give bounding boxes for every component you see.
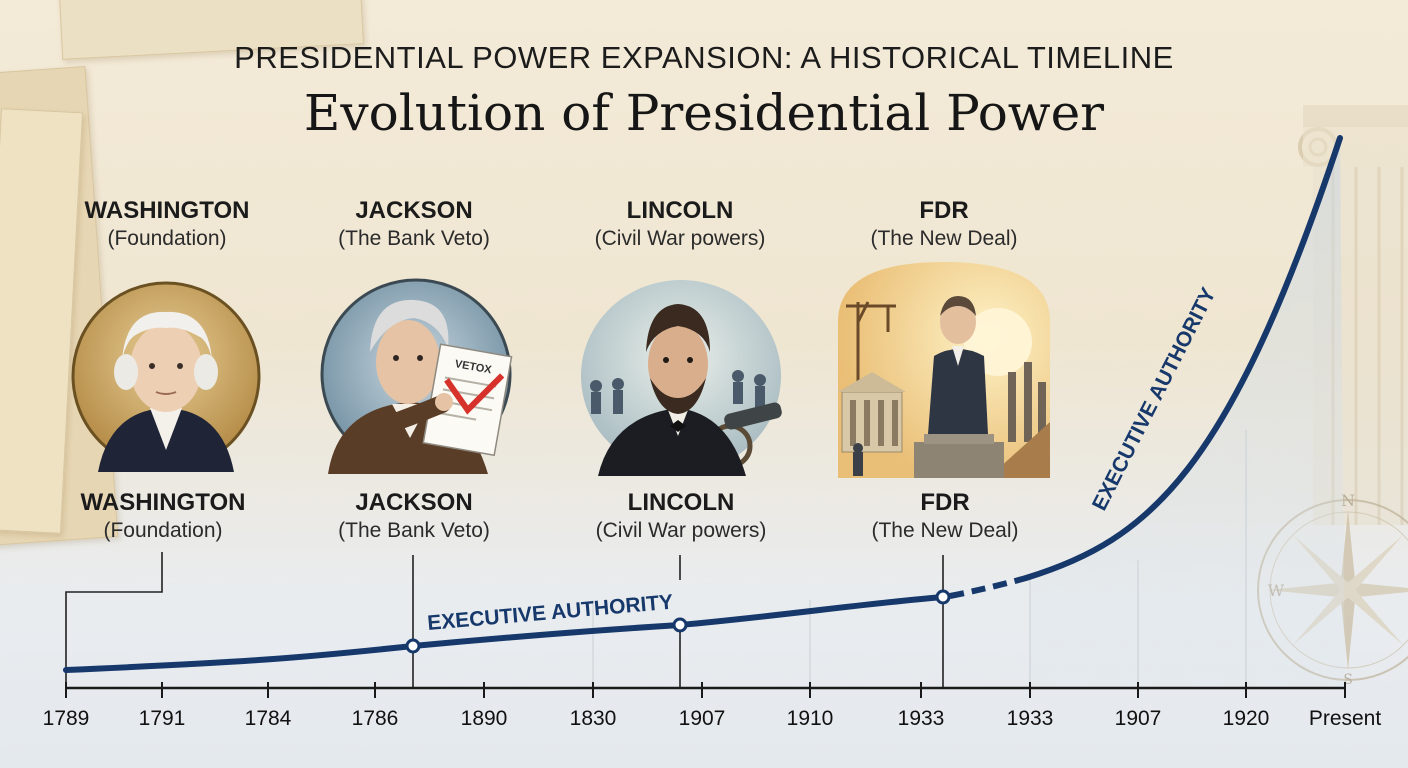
president-name: WASHINGTON bbox=[84, 197, 250, 224]
president-label-lower: FDR (The New Deal) bbox=[825, 488, 1065, 544]
gridlines bbox=[592, 430, 1247, 688]
tick-label: 1907 bbox=[1114, 707, 1162, 730]
tick-label: 1933 bbox=[897, 707, 945, 730]
president-subtitle: (The Bank Veto) bbox=[338, 519, 490, 542]
president-label-lower: WASHINGTON (Foundation) bbox=[43, 488, 283, 544]
compass-letter: S bbox=[1343, 672, 1353, 688]
tick-label: 1791 bbox=[138, 707, 186, 730]
president-name: WASHINGTON bbox=[80, 489, 246, 516]
page-title: Evolution of Presidential Power bbox=[303, 84, 1105, 142]
jackson-portrait-icon: VETOX bbox=[320, 278, 513, 474]
president-subtitle: (Foundation) bbox=[103, 519, 223, 542]
lincoln-portrait-icon bbox=[581, 280, 782, 476]
tick-label: 1784 bbox=[244, 707, 292, 730]
connector-lines bbox=[65, 552, 944, 688]
tick-label: 1890 bbox=[460, 707, 508, 730]
tick-label: Present bbox=[1308, 707, 1382, 730]
growth-shading bbox=[1030, 138, 1345, 688]
president-label-upper: FDR (The New Deal) bbox=[824, 196, 1064, 252]
president-name: FDR bbox=[919, 197, 969, 224]
president-name: JACKSON bbox=[355, 197, 473, 224]
president-label-upper: WASHINGTON (Foundation) bbox=[47, 196, 287, 252]
tick-label: 1907 bbox=[678, 707, 726, 730]
president-subtitle: (Civil War powers) bbox=[594, 227, 766, 250]
tick-label: 1786 bbox=[351, 707, 399, 730]
president-subtitle: (Civil War powers) bbox=[595, 519, 767, 542]
president-name: LINCOLN bbox=[626, 197, 734, 224]
washington-portrait-icon bbox=[71, 281, 261, 472]
president-name: FDR bbox=[920, 489, 970, 516]
president-subtitle: (The New Deal) bbox=[871, 519, 1019, 542]
president-name: JACKSON bbox=[355, 489, 473, 516]
axis-ticks bbox=[65, 682, 1346, 698]
milestone-marker bbox=[405, 638, 421, 654]
president-subtitle: (Foundation) bbox=[107, 227, 227, 250]
president-label-lower: JACKSON (The Bank Veto) bbox=[294, 488, 534, 544]
president-subtitle: (The New Deal) bbox=[870, 227, 1018, 250]
president-subtitle: (The Bank Veto) bbox=[338, 227, 490, 250]
executive-authority-curve-steep bbox=[1023, 135, 1343, 581]
milestone-marker bbox=[672, 617, 688, 633]
fdr-portrait-icon bbox=[838, 262, 1050, 478]
president-label-upper: LINCOLN (Civil War powers) bbox=[560, 196, 800, 252]
tick-label: 1830 bbox=[569, 707, 617, 730]
compass-letter: N bbox=[1341, 491, 1355, 510]
tick-label: 1789 bbox=[42, 707, 90, 730]
tick-label: 1933 bbox=[1006, 707, 1054, 730]
president-label-lower: LINCOLN (Civil War powers) bbox=[561, 488, 801, 544]
president-name: LINCOLN bbox=[627, 489, 735, 516]
supertitle: PRESIDENTIAL POWER EXPANSION: A HISTORIC… bbox=[234, 40, 1174, 75]
president-label-upper: JACKSON (The Bank Veto) bbox=[294, 196, 534, 252]
executive-authority-curve bbox=[63, 594, 946, 673]
executive-authority-curve-dashed bbox=[949, 575, 1027, 599]
tick-label: 1910 bbox=[786, 707, 834, 730]
milestone-marker bbox=[935, 589, 951, 605]
tick-label: 1920 bbox=[1222, 707, 1270, 730]
